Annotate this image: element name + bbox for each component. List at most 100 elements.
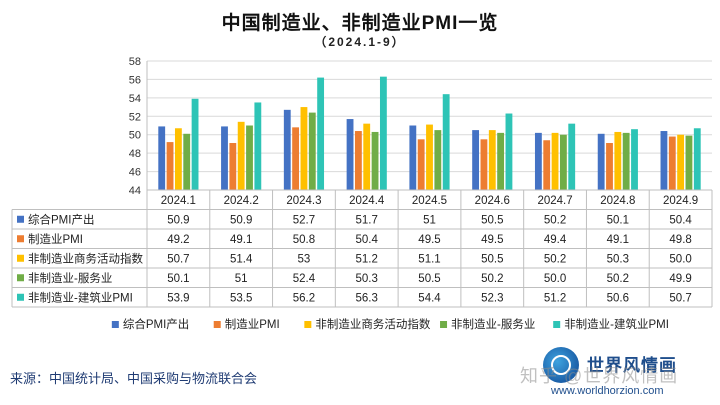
legend-label: 非制造业商务活动指数 [315, 317, 430, 331]
watermark: 知乎 @世界风情画 [520, 366, 679, 386]
table-series-name: 非制造业-建筑业PMI [28, 290, 133, 304]
bar [505, 113, 513, 190]
table-value: 50.2 [481, 273, 503, 285]
table-value: 51.2 [356, 253, 378, 265]
logo-url[interactable]: www.worldhorzion.com [551, 385, 664, 397]
table-series-name: 综合PMI产出 [28, 212, 94, 226]
y-tick-label: 58 [129, 56, 141, 68]
chart-title: 中国制造业、非制造业PMI一览 [221, 13, 499, 34]
table-series-swatch [17, 274, 24, 282]
y-tick-label: 54 [129, 93, 141, 105]
y-tick-label: 44 [129, 185, 141, 197]
table-value: 50.0 [544, 273, 566, 285]
x-category-label: 2024.7 [537, 195, 572, 207]
bar [597, 133, 605, 190]
bar [246, 125, 253, 190]
globe-icon [543, 347, 579, 383]
table-value: 52.7 [293, 214, 315, 226]
table-value: 52.3 [481, 292, 503, 304]
table-value: 50.5 [481, 214, 503, 226]
table-value: 54.4 [418, 292, 441, 304]
legend-label: 非制造业-服务业 [451, 317, 535, 331]
table-value: 52.4 [293, 273, 316, 285]
bar [559, 134, 567, 190]
bar [371, 131, 379, 190]
bar [308, 112, 316, 190]
legend-label: 综合PMI产出 [123, 317, 189, 331]
bar [254, 102, 262, 190]
table-value: 56.3 [356, 292, 378, 304]
x-category-label: 2024.5 [412, 195, 447, 207]
legend-label: 非制造业-建筑业PMI [564, 317, 669, 331]
bar [409, 125, 417, 190]
bar [300, 107, 308, 190]
bar [317, 77, 325, 190]
table-value: 51.1 [418, 253, 440, 265]
table-value: 51.2 [544, 292, 566, 304]
bar [497, 132, 505, 190]
table-value: 49.5 [481, 234, 503, 246]
legend-swatch [304, 321, 312, 328]
table-value: 50.0 [669, 253, 691, 265]
bar [292, 127, 300, 190]
x-category-label: 2024.8 [600, 195, 635, 207]
brand-logo[interactable]: 世界风情画 www.worldhorzion.com [543, 347, 718, 402]
table-value: 50.5 [418, 273, 440, 285]
x-category-label: 2024.1 [161, 195, 196, 207]
bar [472, 130, 480, 190]
table-value: 50.9 [230, 214, 252, 226]
chart-subtitle: （2024.1-9） [314, 35, 406, 49]
bar [606, 143, 613, 190]
table-value: 50.9 [167, 214, 189, 226]
bar [677, 134, 685, 190]
y-tick-label: 46 [129, 167, 141, 179]
legend-swatch [440, 321, 448, 328]
y-tick-label: 48 [129, 148, 141, 160]
table-value: 53 [298, 253, 311, 265]
bar [183, 133, 191, 190]
bar [693, 128, 701, 190]
bar [685, 135, 693, 190]
table-value: 49.2 [167, 234, 189, 246]
bar [480, 139, 488, 190]
table-value: 50.8 [293, 234, 315, 246]
table-value: 50.5 [481, 253, 503, 265]
bar [379, 76, 387, 190]
bar [660, 131, 668, 190]
table-series-swatch [17, 235, 24, 243]
table-value: 53.9 [167, 292, 189, 304]
source-note: 来源：中国统计局、中国采购与物流联合会 [10, 371, 258, 386]
table-value: 50.2 [607, 273, 629, 285]
table-series-swatch [17, 254, 24, 262]
table-value: 51.7 [356, 214, 378, 226]
table-value: 50.2 [544, 253, 566, 265]
legend-swatch [213, 321, 221, 328]
legend-swatch [111, 321, 119, 328]
table-value: 50.7 [167, 253, 189, 265]
table-value: 49.4 [544, 234, 567, 246]
bar [543, 140, 551, 190]
x-category-label: 2024.6 [475, 195, 510, 207]
table-value: 49.9 [669, 273, 691, 285]
x-category-label: 2024.2 [224, 195, 259, 207]
table-value: 50.7 [669, 292, 691, 304]
table-value: 51 [423, 214, 436, 226]
bar [363, 123, 371, 190]
table-value: 49.1 [230, 234, 252, 246]
bar [283, 109, 291, 190]
bar [488, 130, 496, 190]
legend-swatch [553, 321, 561, 328]
bar [174, 128, 182, 190]
bar [614, 131, 622, 190]
x-category-label: 2024.9 [663, 195, 698, 207]
table-series-name: 非制造业-服务业 [28, 271, 112, 285]
bar [229, 143, 237, 190]
table-value: 50.4 [669, 214, 692, 226]
table-series-name: 非制造业商务活动指数 [28, 251, 143, 265]
bar [631, 129, 638, 190]
table-series-swatch [17, 293, 24, 301]
x-category-label: 2024.4 [349, 195, 385, 207]
table-value: 50.3 [607, 253, 629, 265]
table-value: 53.5 [230, 292, 252, 304]
